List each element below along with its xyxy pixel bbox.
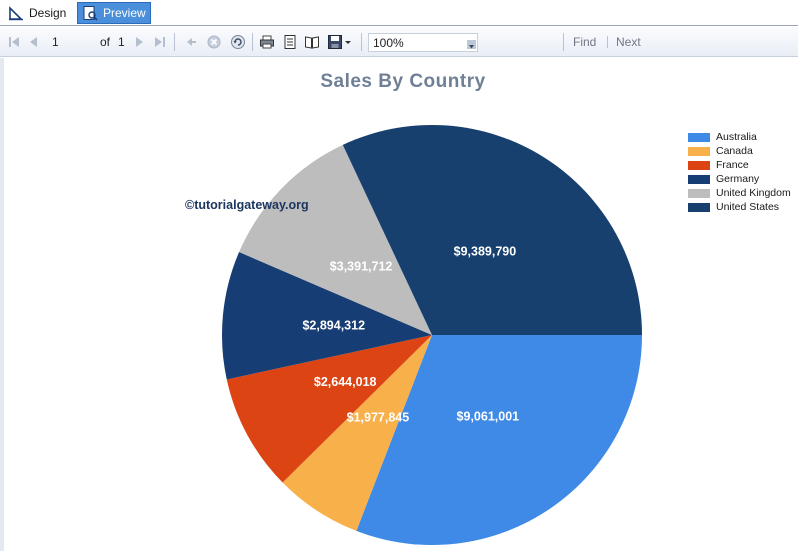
next-page-icon[interactable] [131,34,147,50]
design-icon [8,5,24,21]
preview-icon [82,5,98,21]
page-setup-icon[interactable] [304,34,320,50]
report-canvas: Sales By Country $9,061,001 $1,977,845 $2,… [0,58,798,551]
legend-swatch [688,174,710,184]
pie-slice-united-states[interactable] [342,125,642,335]
pie-slice-france[interactable] [226,335,432,483]
toolbar-separator [174,33,175,51]
of-label: of [100,35,111,49]
print-layout-icon[interactable] [282,34,298,50]
legend-item-united-states: United States [688,200,798,214]
data-label-france: $2,644,018 [314,375,377,389]
tab-design-label: Design [29,6,67,20]
data-label-germany: $2,894,312 [302,318,365,332]
legend-item-canada: Canada [688,144,798,158]
data-label-united-states: $9,389,790 [454,245,517,259]
data-label-united-kingdom: $3,391,712 [330,259,393,273]
legend-swatch [688,188,710,198]
zoom-value: 100% [373,36,404,50]
first-page-icon[interactable] [6,34,22,50]
legend-swatch [688,160,710,170]
legend-item-united-kingdom: United Kingdom [688,186,798,200]
toolbar-separator [607,36,608,48]
pie-slice-australia[interactable] [356,335,642,545]
chart-title: Sales By Country [320,71,486,92]
total-pages: 1 [118,35,125,49]
legend-item-france: France [688,158,798,172]
watermark-text: ©tutorialgateway.org [185,198,309,212]
legend-label: Canada [716,145,753,157]
legend-item-australia: Australia [688,130,798,144]
legend-label: Germany [716,173,760,185]
previous-page-icon[interactable] [26,34,42,50]
pie-slice-united-kingdom[interactable] [239,144,432,335]
export-icon[interactable] [327,34,343,50]
back-icon[interactable] [183,34,199,50]
chart-legend: Australia Canada France Germany United Kingd… [688,130,798,214]
report-toolbar: of 1 [0,27,798,57]
legend-swatch [688,202,710,212]
legend-label: United Kingdom [716,187,791,199]
pie-chart: $9,061,001 $1,977,845 $2,644,018 $2,894,312… [222,125,642,545]
tab-strip: Design Preview [0,0,798,26]
legend-item-germany: Germany [688,172,798,186]
print-icon[interactable] [259,34,275,50]
pie-slice-canada[interactable] [282,335,432,531]
find-button[interactable]: Find [573,35,597,49]
data-label-australia: $9,061,001 [457,409,520,423]
legend-swatch [688,132,710,142]
refresh-icon[interactable] [230,34,246,50]
export-dropdown-arrow-icon[interactable] [343,34,359,50]
last-page-icon[interactable] [152,34,168,50]
stop-icon[interactable] [206,34,222,50]
chevron-down-icon[interactable] [467,40,476,49]
legend-label: Australia [716,131,757,143]
toolbar-separator [252,33,253,51]
legend-swatch [688,146,710,156]
tab-preview[interactable]: Preview [77,2,151,24]
next-button[interactable]: Next [616,35,641,49]
page-number-input[interactable] [48,33,96,51]
tab-preview-label: Preview [103,6,146,20]
tab-design[interactable]: Design [4,2,74,24]
legend-label: France [716,159,749,171]
toolbar-separator [361,33,362,51]
zoom-select[interactable]: 100% [368,33,478,52]
data-label-canada: $1,977,845 [347,411,410,425]
pie-slice-germany[interactable] [222,252,432,380]
toolbar-separator [563,33,564,51]
legend-label: United States [716,201,780,213]
